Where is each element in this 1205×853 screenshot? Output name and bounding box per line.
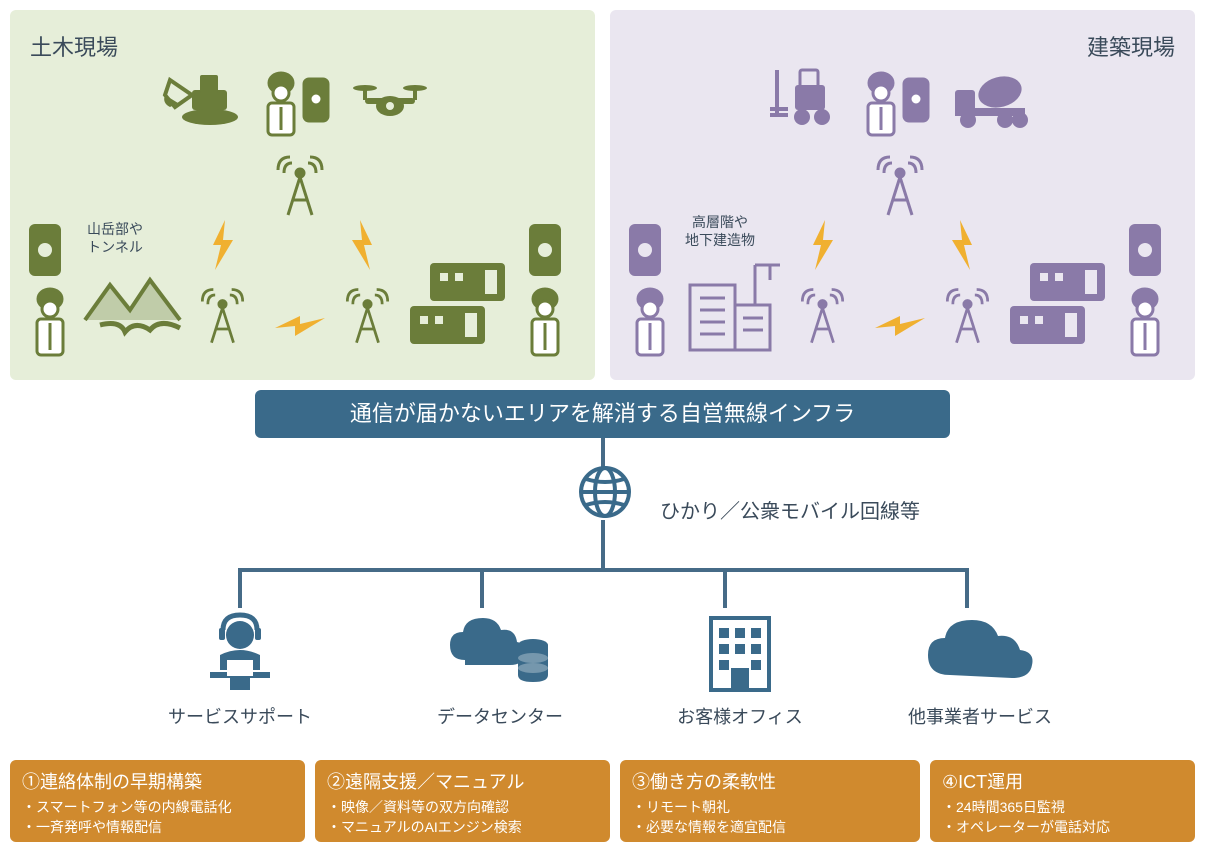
feature-item: ・一斉発呼や情報配信 bbox=[22, 818, 293, 838]
building-site-panel: 建築現場 高層階や 地下建造物 bbox=[610, 10, 1195, 380]
antenna-icon bbox=[270, 155, 330, 220]
container-icon bbox=[1005, 258, 1115, 348]
infrastructure-banner: 通信が届かないエリアを解消する自営無線インフラ bbox=[255, 390, 950, 438]
bolt-icon bbox=[205, 220, 240, 270]
antenna-icon bbox=[795, 285, 850, 350]
container-icon bbox=[405, 258, 515, 348]
bolt-icon bbox=[805, 220, 840, 270]
feature-box-2: ②遠隔支援／マニュアル ・映像／資料等の双方向確認 ・マニュアルのAIエンジン検… bbox=[315, 760, 610, 842]
service-support: サービスサポート bbox=[140, 610, 340, 729]
connector-line bbox=[723, 568, 727, 608]
mountain-icon bbox=[80, 270, 190, 350]
service-label: データセンター bbox=[400, 703, 600, 729]
connector-line bbox=[238, 568, 968, 572]
worker-phone-icon bbox=[856, 65, 936, 140]
service-office: お客様オフィス bbox=[640, 610, 840, 729]
connector-line bbox=[601, 520, 605, 570]
bolt-icon bbox=[945, 220, 980, 270]
mountain-label: 山岳部や トンネル bbox=[75, 220, 155, 256]
feature-item: ・24時間365日監視 bbox=[942, 798, 1183, 818]
feature-item: ・必要な情報を適宜配信 bbox=[632, 818, 908, 838]
feature-title: ④ICT運用 bbox=[942, 768, 1183, 794]
antenna-icon bbox=[195, 285, 250, 350]
feature-item: ・リモート朝礼 bbox=[632, 798, 908, 818]
phone-icon bbox=[625, 220, 665, 280]
feature-item: ・マニュアルのAIエンジン検索 bbox=[327, 818, 598, 838]
panel-title: 建築現場 bbox=[1087, 30, 1175, 62]
phone-icon bbox=[525, 220, 565, 280]
feature-box-4: ④ICT運用 ・24時間365日監視 ・オペレーターが電話対応 bbox=[930, 760, 1195, 842]
connector-line bbox=[480, 568, 484, 608]
civil-site-panel: 土木現場 山岳部や トンネル bbox=[10, 10, 595, 380]
globe-icon bbox=[578, 465, 633, 520]
feature-box-1: ①連絡体制の早期構築 ・スマートフォン等の内線電話化 ・一斉発呼や情報配信 bbox=[10, 760, 305, 842]
worker-icon bbox=[25, 285, 75, 360]
building-label: 高層階や 地下建造物 bbox=[675, 213, 765, 249]
feature-item: ・映像／資料等の双方向確認 bbox=[327, 798, 598, 818]
worker-icon bbox=[1120, 285, 1170, 360]
feature-item: ・オペレーターが電話対応 bbox=[942, 818, 1183, 838]
feature-title: ③働き方の柔軟性 bbox=[632, 768, 908, 794]
bolt-icon bbox=[275, 308, 325, 343]
bolt-icon bbox=[875, 308, 925, 343]
service-label: サービスサポート bbox=[140, 703, 340, 729]
service-datacenter: データセンター bbox=[400, 610, 600, 729]
service-label: 他事業者サービス bbox=[880, 703, 1080, 729]
feature-title: ①連絡体制の早期構築 bbox=[22, 768, 293, 794]
feature-title: ②遠隔支援／マニュアル bbox=[327, 768, 598, 794]
bolt-icon bbox=[345, 220, 380, 270]
feature-box-3: ③働き方の柔軟性 ・リモート朝礼 ・必要な情報を適宜配信 bbox=[620, 760, 920, 842]
panel-title: 土木現場 bbox=[30, 30, 118, 62]
connector-line bbox=[238, 568, 242, 608]
mixer-truck-icon bbox=[950, 70, 1035, 130]
phone-icon bbox=[1125, 220, 1165, 280]
connector-line bbox=[601, 438, 605, 468]
building-icon bbox=[685, 260, 790, 355]
excavator-icon bbox=[160, 65, 240, 130]
service-other: 他事業者サービス bbox=[880, 610, 1080, 729]
drone-icon bbox=[350, 78, 430, 123]
worker-icon bbox=[520, 285, 570, 360]
network-label: ひかり／公衆モバイル回線等 bbox=[660, 495, 920, 524]
feature-item: ・スマートフォン等の内線電話化 bbox=[22, 798, 293, 818]
worker-phone-icon bbox=[256, 65, 336, 140]
service-label: お客様オフィス bbox=[640, 703, 840, 729]
antenna-icon bbox=[340, 285, 395, 350]
antenna-icon bbox=[940, 285, 995, 350]
forklift-icon bbox=[770, 65, 845, 130]
worker-icon bbox=[625, 285, 675, 360]
connector-line bbox=[965, 568, 969, 608]
phone-icon bbox=[25, 220, 65, 280]
antenna-icon bbox=[870, 155, 930, 220]
